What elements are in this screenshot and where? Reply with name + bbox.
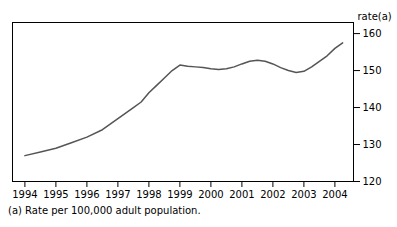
svg-text:1998: 1998 bbox=[136, 189, 161, 200]
svg-text:150: 150 bbox=[363, 65, 382, 76]
svg-text:2004: 2004 bbox=[322, 189, 347, 200]
svg-text:1995: 1995 bbox=[43, 189, 68, 200]
svg-text:2002: 2002 bbox=[260, 189, 285, 200]
html-text:(a) Rate per 100,000 adult pop: (a) Rate per 100,000 adult population. bbox=[8, 205, 201, 216]
svg-text:1996: 1996 bbox=[74, 189, 99, 200]
svg-text:160: 160 bbox=[363, 28, 382, 39]
svg-text:rate(a): rate(a) bbox=[358, 11, 392, 22]
svg-text:1994: 1994 bbox=[12, 189, 37, 200]
svg-text:140: 140 bbox=[363, 102, 382, 113]
svg-text:2003: 2003 bbox=[291, 189, 316, 200]
svg-text:130: 130 bbox=[363, 139, 382, 150]
svg-text:1999: 1999 bbox=[167, 189, 192, 200]
svg-text:2000: 2000 bbox=[198, 189, 223, 200]
svg-text:2001: 2001 bbox=[229, 189, 254, 200]
svg-text:120: 120 bbox=[363, 176, 382, 187]
svg-text:1997: 1997 bbox=[105, 189, 130, 200]
